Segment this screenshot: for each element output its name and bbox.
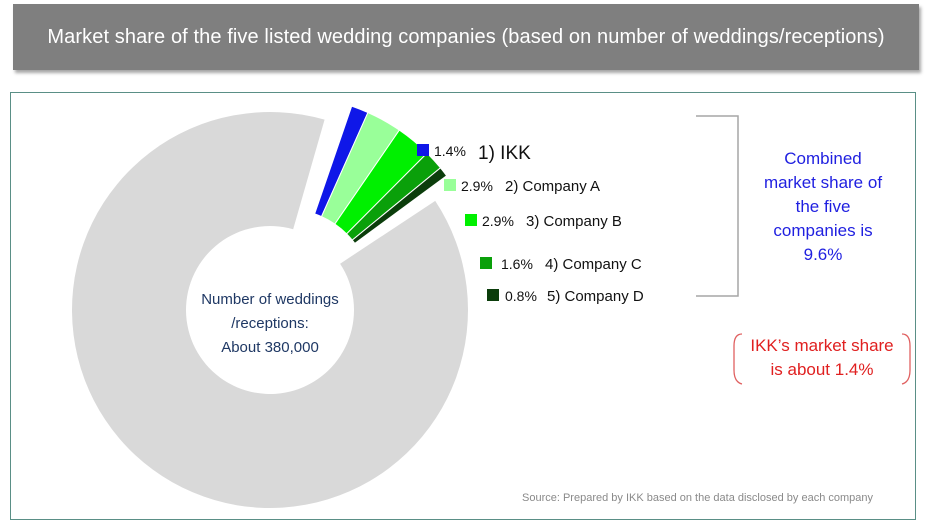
ikk-note-line-2: is about 1.4% — [770, 360, 874, 379]
chart-title-bar: Market share of the five listed wedding … — [13, 4, 919, 70]
legend-name-ikk: 1) IKK — [478, 143, 531, 164]
center-label: Number of weddings /receptions: About 38… — [170, 288, 370, 360]
legend-value-company-a: 2.9% — [461, 178, 493, 194]
legend-value-company-d: 0.8% — [505, 288, 537, 304]
source-note: Source: Prepared by IKK based on the dat… — [522, 492, 873, 504]
slices-group — [72, 105, 469, 508]
center-label-line-3: About 380,000 — [221, 339, 319, 356]
legend-swatch-company-d — [487, 289, 499, 301]
combined-note-line-1: Combined — [784, 149, 862, 168]
legend-value-ikk: 1.4% — [434, 143, 466, 159]
legend-name-company-d: 5) Company D — [547, 288, 644, 305]
center-label-line-1: Number of weddings — [201, 291, 339, 308]
ikk-note-right-bracket — [901, 333, 911, 385]
legend-name-company-c: 4) Company C — [545, 256, 642, 273]
chart-title: Market share of the five listed wedding … — [47, 25, 885, 48]
combined-note-line-2: market share of — [763, 173, 883, 192]
legend-name-company-b: 3) Company B — [526, 213, 622, 230]
legend-swatch-ikk — [417, 144, 429, 156]
legend-swatch-company-b — [465, 214, 477, 226]
combined-note-line-4: companies is — [773, 221, 873, 240]
ikk-note-left-bracket — [733, 333, 743, 385]
slice-company-d — [351, 167, 448, 245]
center-label-line-2: /receptions: — [231, 315, 309, 332]
ikk-note-line-1: IKK’s market share — [750, 336, 894, 355]
legend-swatch-company-a — [444, 179, 456, 191]
legend-swatch-company-c — [480, 257, 492, 269]
combined-bracket — [696, 115, 739, 297]
chart-frame — [10, 92, 916, 520]
ikk-share-note: IKK’s market share is about 1.4% — [732, 334, 912, 386]
legend-name-company-a: 2) Company A — [505, 178, 600, 195]
slice-others — [72, 112, 469, 508]
combined-note-line-3: the five — [795, 197, 851, 216]
combined-note-line-5: 9.6% — [803, 245, 843, 264]
legend-value-company-b: 2.9% — [482, 213, 514, 229]
legend-group: 1.4% 1) IKK 2.9% 2) Company A 2.9% 3) Company… — [417, 143, 644, 305]
combined-share-note: Combined market share of the five compan… — [748, 147, 898, 267]
legend-value-company-c: 1.6% — [501, 256, 533, 272]
